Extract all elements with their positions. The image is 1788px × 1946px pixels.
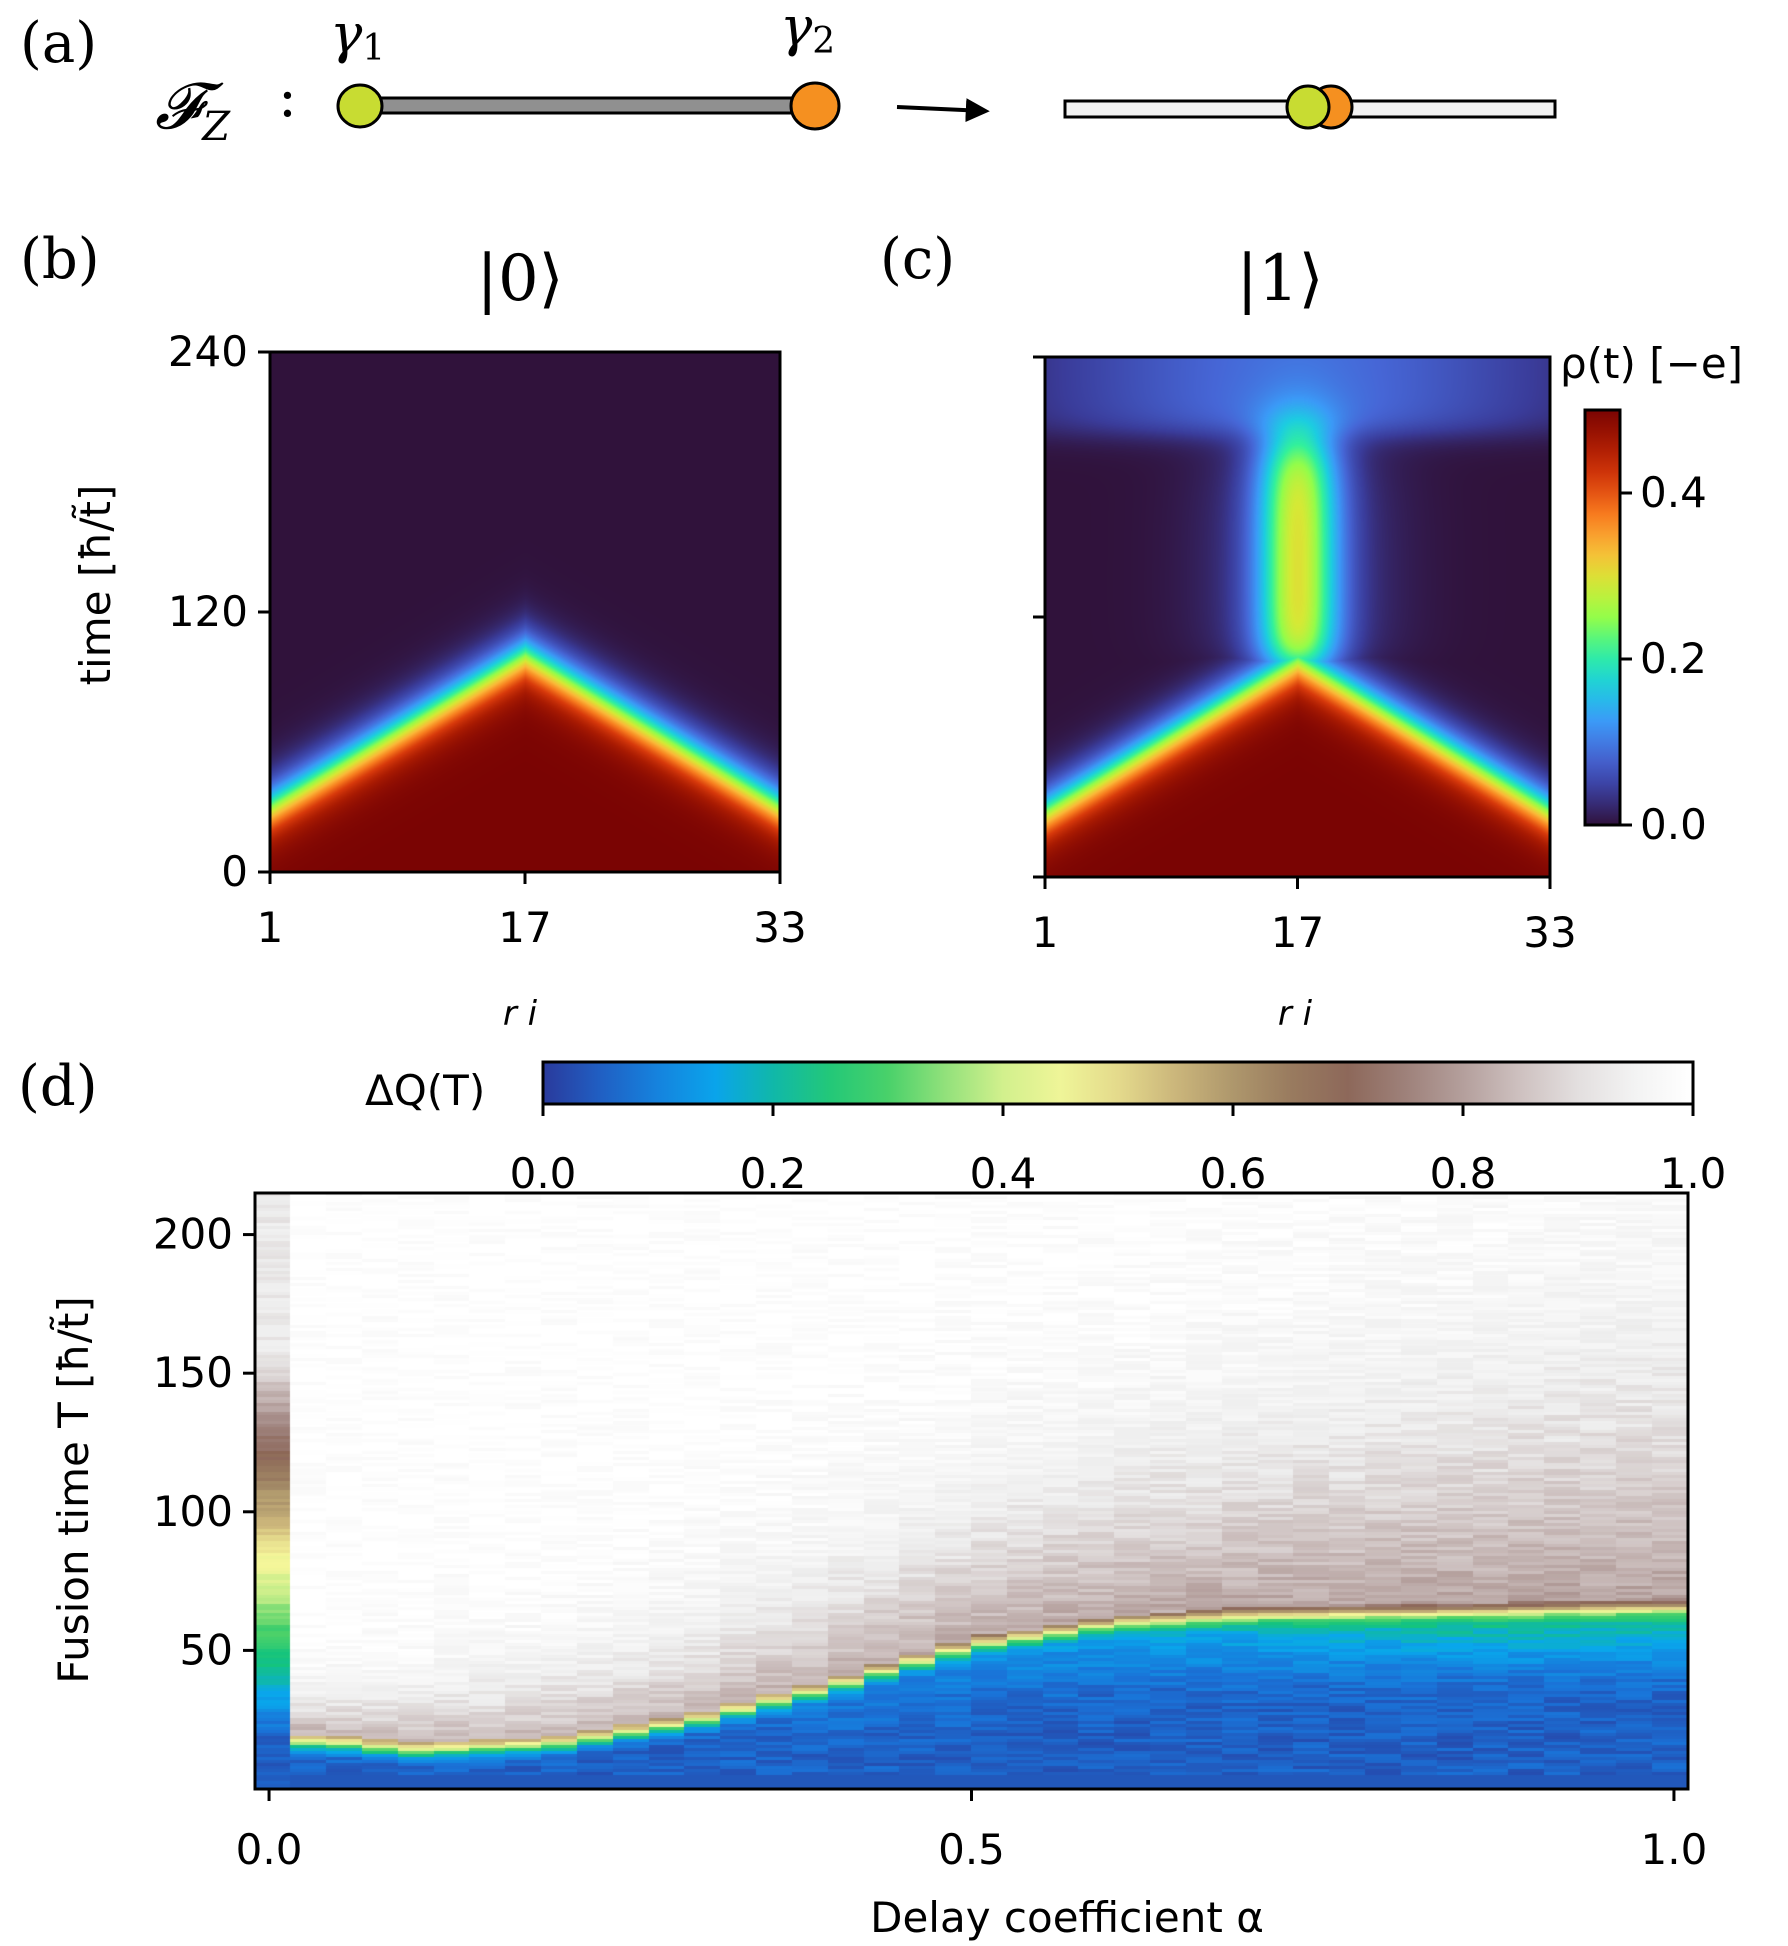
axis-b-ylabel: time [ħ/t̃] [70, 485, 120, 686]
colorbar-rho-ticks: 0.0 0.2 0.4 [1620, 468, 1707, 849]
colorbar-dq-tick-label: 1.0 [1660, 1149, 1727, 1198]
heatmap-d-area [255, 1193, 1688, 1789]
colorbar-rho-tick-label: 0.4 [1640, 468, 1707, 517]
axes-d-ticks: 0.0 0.5 1.0 50 100 150 200 [153, 1210, 1708, 1874]
gamma1-label: γ1 [330, 2, 385, 69]
majorana-node-left [336, 83, 384, 129]
arrow-icon [896, 98, 990, 123]
heatmap-b-area [270, 352, 780, 872]
x-tick-label: 17 [498, 903, 551, 952]
y-tick-label: 0 [221, 847, 248, 896]
colorbar-dq-tick-label: 0.4 [970, 1149, 1037, 1198]
colorbar-dq-tick-label: 0.2 [740, 1149, 807, 1198]
axes-c-ticks: 1 17 33 [1032, 355, 1577, 957]
axis-d-ylabel: Fusion time T [ħ/t̃] [48, 1296, 98, 1684]
panel-c: (c) |1⟩ 1 17 33 r i ρ(t) [−e] 0.0 0.2 0.4 [880, 227, 1743, 1034]
operator-symbol: 𝓕Z [155, 70, 231, 150]
colorbar-dq-tick-label: 0.8 [1430, 1149, 1497, 1198]
panel-c-label: (c) [880, 227, 955, 292]
axis-b-xlabel: r i [503, 994, 538, 1034]
x-tick-label: 0.0 [236, 1825, 303, 1874]
panel-b-label: (b) [20, 227, 100, 292]
colorbar-rho [1583, 408, 1622, 827]
y-tick-label: 100 [153, 1487, 233, 1536]
y-tick-label: 120 [168, 587, 248, 636]
x-tick-label: 1 [1032, 908, 1059, 957]
heatmap-c [1045, 357, 1550, 877]
panel-c-title: |1⟩ [1236, 242, 1323, 316]
x-tick-label: 33 [1523, 908, 1576, 957]
panel-b-title: |0⟩ [476, 242, 563, 316]
axis-c-xlabel: r i [1278, 994, 1313, 1034]
colorbar-rho-tick-label: 0.0 [1640, 800, 1707, 849]
axis-b-xlabel-text: r i [503, 994, 538, 1034]
heatmap-d [255, 1193, 1688, 1789]
colorbar-dq [541, 1060, 1695, 1106]
x-tick-label: 17 [1271, 908, 1324, 957]
heatmap-c-area [1045, 357, 1550, 877]
gamma2-label: γ2 [780, 0, 835, 62]
axes-b-ticks: 1 17 33 0 120 240 [168, 327, 807, 952]
colorbar-dq-tick-label: 0.0 [510, 1149, 577, 1198]
majorana-node-left-fused [1285, 84, 1331, 130]
axis-d-xlabel: Delay coefficient α [870, 1893, 1264, 1942]
y-tick-label: 150 [153, 1348, 233, 1397]
x-tick-label: 1.0 [1641, 1825, 1708, 1874]
colorbar-dq-ticks: 0.0 0.2 0.4 0.6 0.8 1.0 [510, 1104, 1727, 1198]
operator-sub: Z [200, 104, 231, 150]
y-tick-label: 200 [153, 1210, 233, 1259]
panel-a-label: (a) [20, 11, 97, 76]
y-tick-label: 240 [168, 327, 248, 376]
colorbar-rho-label: ρ(t) [−e] [1560, 339, 1743, 388]
x-tick-label: 1 [257, 903, 284, 952]
panel-a: (a) 𝓕Z : γ1 γ2 [20, 0, 1557, 150]
panel-d-label: (d) [18, 1054, 98, 1119]
x-tick-label: 33 [753, 903, 806, 952]
colorbar-dq-tick-label: 0.6 [1200, 1149, 1267, 1198]
colorbar-dq-label: ΔQ(T) [365, 1066, 485, 1115]
wire-before [358, 96, 817, 115]
colorbar-rho-tick-label: 0.2 [1640, 634, 1707, 683]
majorana-node-right [789, 81, 841, 131]
panel-b: (b) |0⟩ 1 17 33 0 120 240 time [ħ/t̃] r i [20, 227, 807, 1034]
heatmap-b [270, 352, 780, 872]
y-tick-label: 50 [180, 1625, 233, 1674]
panel-d: (d) ΔQ(T) 0.0 0.2 0.4 0.6 0.8 1.0 0.0 0.5 1.0 50… [18, 1054, 1726, 1942]
operator-colon: : [278, 65, 297, 130]
x-tick-label: 0.5 [938, 1825, 1005, 1874]
